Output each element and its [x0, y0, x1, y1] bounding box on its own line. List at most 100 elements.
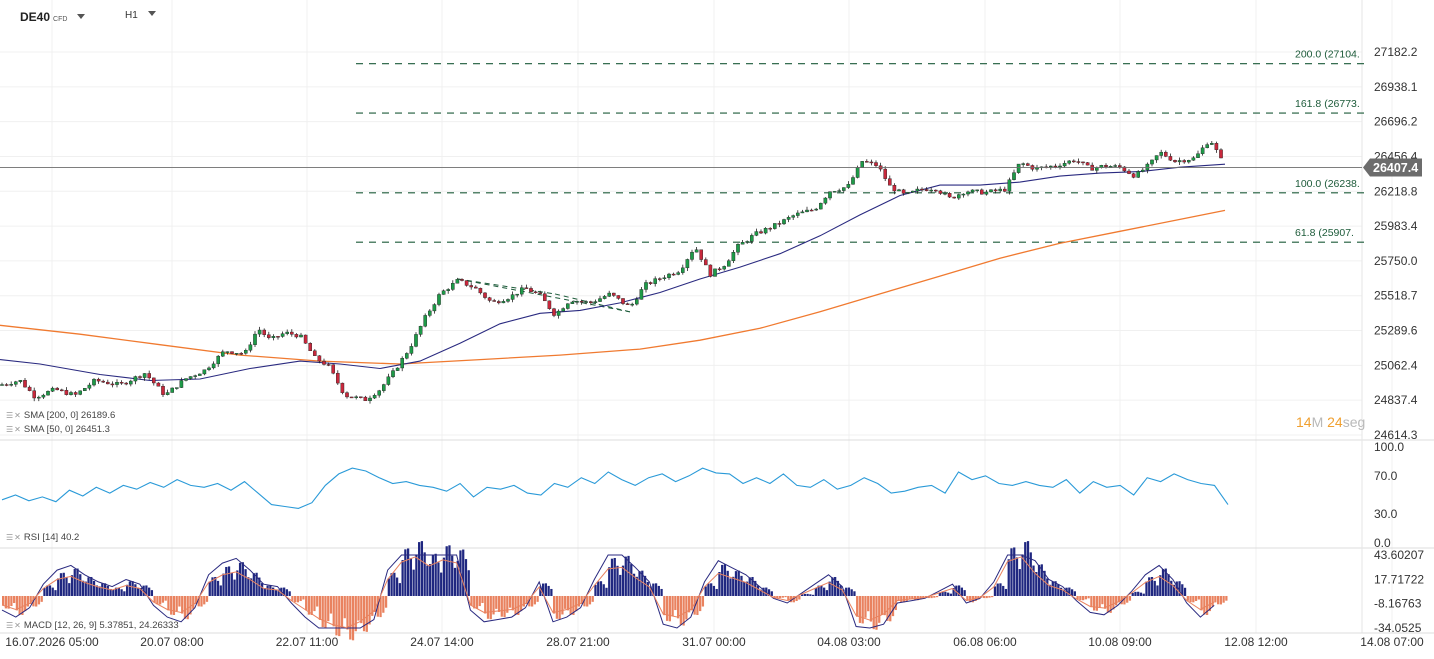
macd-bar	[894, 595, 897, 611]
macd-bar	[178, 595, 181, 607]
candle-body	[1154, 155, 1159, 161]
macd-bar	[76, 568, 79, 596]
candle-body	[395, 367, 400, 371]
candle-body	[60, 389, 64, 392]
macd-bar	[346, 595, 349, 630]
macd-bar	[858, 595, 862, 623]
macd-bar	[258, 577, 261, 596]
candle-body	[285, 331, 290, 334]
macd-bar	[897, 595, 900, 601]
legend-sma200[interactable]: ☰✕ SMA [200, 0] 26189.6	[6, 410, 115, 421]
macd-bar	[591, 595, 594, 602]
candle-body	[791, 215, 795, 218]
macd-bar	[192, 595, 195, 609]
macd-bar	[123, 591, 126, 596]
macd-bar	[985, 595, 988, 599]
macd-bar	[285, 589, 289, 596]
macd-bar	[781, 595, 784, 598]
candle-body	[4, 384, 9, 386]
macd-bar	[803, 593, 806, 596]
macd-bar	[699, 595, 702, 612]
macd-bar	[613, 557, 616, 596]
legend-rsi[interactable]: ☰✕ RSI [14] 40.2	[6, 532, 79, 543]
symbol-selector[interactable]: DE40 CFD	[20, 10, 86, 24]
chevron-down-icon	[147, 11, 156, 16]
macd-bar	[299, 595, 302, 602]
macd-bar	[638, 571, 641, 596]
candle-body	[115, 382, 119, 385]
candle-body	[32, 390, 36, 399]
macd-bar	[872, 595, 875, 630]
macd-bar	[553, 595, 556, 614]
x-tick-label: 22.07 11:00	[276, 635, 339, 649]
macd-bar	[7, 595, 10, 609]
macd-bar	[497, 595, 501, 612]
macd-bar	[1172, 584, 1176, 596]
rsi-line	[1, 467, 1229, 509]
candle-body	[82, 388, 87, 392]
candle-body	[957, 194, 961, 199]
macd-bar	[743, 581, 746, 596]
candle-body	[386, 376, 391, 385]
candle-body	[1071, 160, 1076, 163]
macd-bar	[398, 583, 401, 596]
candle-body	[1016, 163, 1021, 173]
macd-bar	[1106, 595, 1110, 613]
macd-tick-label: -34.0525	[1374, 621, 1422, 635]
x-tick-label: 06.08 06:00	[953, 635, 1017, 649]
macd-bar	[1189, 595, 1192, 603]
candle-body	[0, 384, 4, 386]
y-tick-label: 25518.7	[1374, 289, 1418, 303]
candle-body	[768, 228, 772, 230]
candle-body	[372, 395, 377, 399]
trendline	[457, 278, 556, 295]
macd-bar	[1079, 595, 1082, 601]
candle-body	[313, 350, 317, 356]
macd-bar	[1142, 593, 1145, 596]
candle-body	[648, 282, 653, 284]
macd-bar	[1062, 589, 1065, 596]
candle-countdown: 14M 24seg	[1296, 414, 1365, 430]
macd-bar	[660, 588, 663, 596]
candle-body	[970, 189, 975, 193]
macd-bar	[1004, 588, 1008, 596]
macd-bar	[87, 577, 90, 596]
macd-bar	[1013, 547, 1016, 596]
macd-bar	[1093, 595, 1096, 611]
macd-bar	[506, 595, 509, 613]
macd-bar	[646, 581, 649, 596]
macd-bar	[577, 595, 581, 607]
legend-macd[interactable]: ☰✕ MACD [12, 26, 9] 5.37851, 24.26333	[6, 620, 179, 631]
candle-body	[294, 334, 299, 338]
macd-bar	[29, 595, 32, 604]
settings-close-icon[interactable]: ☰✕	[6, 411, 22, 420]
candle-body	[1205, 144, 1209, 149]
macd-bar	[429, 564, 432, 596]
macd-bar	[1120, 595, 1123, 605]
legend-sma50[interactable]: ☰✕ SMA [50, 0] 26451.3	[6, 424, 110, 435]
macd-bar	[792, 595, 795, 603]
macd-bar	[310, 595, 313, 615]
candle-body	[929, 189, 933, 192]
macd-bar	[247, 577, 250, 596]
macd-bar	[825, 590, 829, 596]
macd-bar	[847, 587, 851, 596]
settings-close-icon[interactable]: ☰✕	[6, 621, 22, 630]
macd-bar	[820, 585, 823, 596]
candle-body	[543, 293, 547, 302]
candle-body	[105, 381, 110, 385]
macd-bar	[1029, 552, 1032, 596]
timeframe-selector[interactable]: H1	[125, 10, 156, 21]
settings-close-icon[interactable]: ☰✕	[6, 425, 22, 434]
x-tick-label: 20.07 08:00	[140, 635, 204, 649]
macd-bar	[1148, 577, 1151, 596]
macd-bar	[1131, 592, 1134, 596]
candle-body	[326, 364, 331, 366]
y-tick-label: 26218.8	[1374, 184, 1418, 198]
candle-body	[18, 379, 23, 382]
settings-close-icon[interactable]: ☰✕	[6, 533, 22, 542]
macd-bar	[150, 590, 154, 596]
symbol-name: DE40	[20, 10, 51, 24]
countdown-seconds-unit: seg	[1342, 414, 1366, 430]
